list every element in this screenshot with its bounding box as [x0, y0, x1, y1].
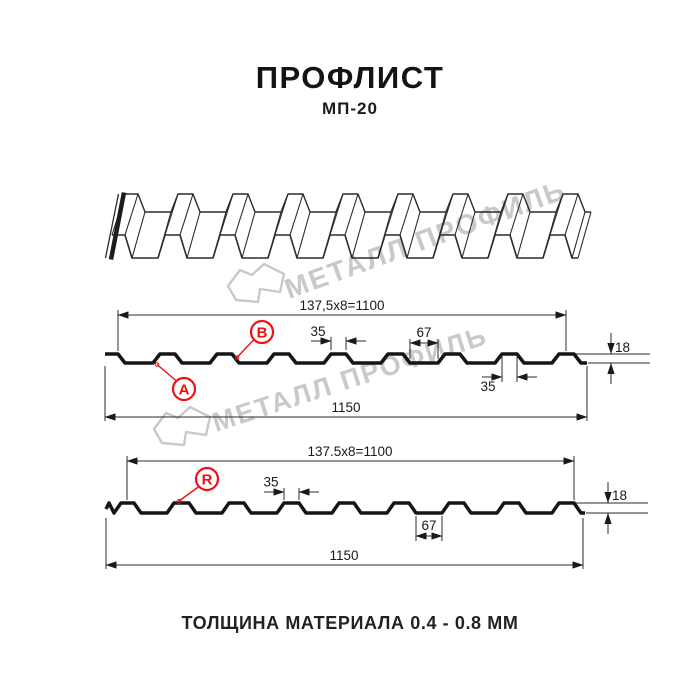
dim-full-width: 1150 — [331, 400, 360, 415]
watermark-text: МЕТАЛЛ ПРОФИЛЬ — [209, 320, 492, 437]
marker-r: R — [176, 466, 220, 504]
metal-profile-logo-icon — [152, 405, 212, 447]
dim-height: 18 — [615, 340, 630, 355]
dim-pitch-total: 137,5x8=1100 — [300, 298, 385, 313]
profile-r-outline — [104, 501, 585, 515]
dim-valley-width: 67 — [416, 325, 431, 340]
dim-full-width: 1150 — [329, 548, 358, 563]
sheet-3d-drawing — [104, 192, 592, 260]
material-thickness-note: ТОЛЩИНА МАТЕРИАЛА 0.4 - 0.8 ММ — [181, 613, 519, 633]
dim-height: 18 — [612, 488, 627, 503]
page-subtitle: МП-20 — [322, 99, 378, 118]
page-title: ПРОФЛИСТ — [255, 60, 445, 95]
marker-a: A — [154, 362, 197, 402]
svg-text:A: A — [179, 382, 190, 399]
dim-rib-top-width: 35 — [310, 324, 325, 339]
dim-valley-width: 67 — [421, 518, 436, 533]
svg-text:B: B — [257, 325, 268, 342]
dim-rib-top-width: 35 — [263, 475, 278, 490]
profile-a-outline — [105, 352, 587, 365]
marker-b: B — [234, 319, 275, 360]
watermark-text: МЕТАЛЛ ПРОФИЛЬ — [280, 174, 570, 305]
profile-section-top: 137,5x8=1100 1150 35 67 35 18 A B — [104, 298, 650, 421]
dim-pitch-total: 137.5x8=1100 — [308, 444, 393, 459]
dim-rib-top-width-2: 35 — [480, 379, 495, 394]
metal-profile-logo-icon — [226, 262, 286, 304]
watermark-middle: МЕТАЛЛ ПРОФИЛЬ — [152, 320, 492, 447]
profile-section-bottom: 137.5x8=1100 1150 35 67 18 R — [104, 444, 648, 569]
svg-text:R: R — [202, 472, 213, 489]
